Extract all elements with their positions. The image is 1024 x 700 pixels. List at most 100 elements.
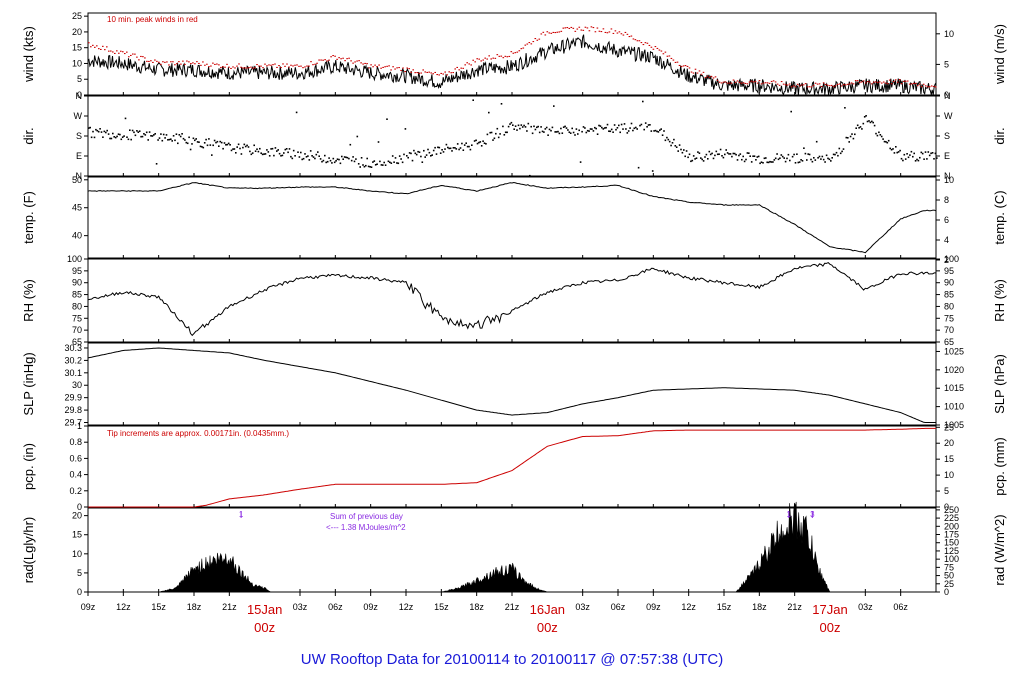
dir-point bbox=[839, 152, 842, 155]
peak-wind-mark bbox=[150, 60, 152, 62]
x-tick-label: 09z bbox=[81, 602, 96, 612]
peak-wind-mark bbox=[502, 57, 505, 59]
peak-wind-mark bbox=[700, 73, 703, 75]
dir-point bbox=[517, 124, 520, 127]
dir-point bbox=[749, 155, 751, 157]
dir-point bbox=[321, 160, 323, 163]
dir-point bbox=[728, 153, 730, 155]
dir-point bbox=[837, 154, 839, 157]
peak-wind-mark bbox=[672, 59, 675, 61]
dir-point bbox=[646, 126, 648, 128]
y-tick-label-right: 25 bbox=[944, 579, 954, 589]
y-tick-label: 20 bbox=[72, 511, 82, 521]
dir-point bbox=[497, 136, 500, 139]
x-tick-label: 06z bbox=[611, 602, 626, 612]
y-axis-title: rad(Lgly/hr) bbox=[21, 517, 36, 583]
peak-wind-mark bbox=[808, 86, 811, 88]
peak-wind-mark bbox=[136, 56, 138, 58]
peak-wind-mark bbox=[162, 61, 164, 63]
peak-wind-mark bbox=[482, 59, 484, 61]
dir-point bbox=[625, 128, 627, 130]
y-tick-label: 29.9 bbox=[64, 393, 82, 403]
y-axis-title: RH (%) bbox=[21, 279, 36, 322]
y-axis-title-right: dir. bbox=[992, 127, 1007, 144]
peak-wind-mark bbox=[336, 58, 338, 60]
y-tick-label: 40 bbox=[72, 231, 82, 241]
dir-point bbox=[130, 138, 132, 141]
peak-wind-mark bbox=[338, 57, 340, 59]
y-tick-label-right: 0 bbox=[944, 502, 949, 512]
dir-point bbox=[219, 140, 221, 143]
peak-wind-mark bbox=[874, 81, 877, 83]
dir-point bbox=[814, 159, 817, 161]
peak-wind-mark bbox=[292, 65, 294, 67]
peak-wind-mark bbox=[764, 82, 767, 84]
dir-point bbox=[496, 127, 499, 130]
dir-point bbox=[174, 139, 176, 142]
peak-wind-mark bbox=[896, 81, 899, 83]
dir-point bbox=[550, 129, 552, 132]
dir-point bbox=[178, 134, 181, 136]
y-tick-label-right: 20 bbox=[944, 438, 954, 448]
dir-point bbox=[107, 133, 110, 135]
y-tick-label-right: 1005 bbox=[944, 420, 964, 430]
dir-point bbox=[820, 158, 822, 160]
dir-point bbox=[746, 152, 749, 154]
dir-point bbox=[743, 160, 746, 163]
peak-wind-mark bbox=[238, 63, 240, 65]
peak-wind-mark bbox=[372, 66, 374, 68]
dir-point bbox=[772, 161, 774, 163]
x-tick-label: 15z bbox=[151, 602, 166, 612]
dir-point bbox=[690, 160, 692, 163]
dir-point bbox=[770, 161, 773, 163]
dir-point bbox=[868, 120, 870, 122]
dir-point bbox=[670, 144, 672, 147]
dir-point bbox=[448, 147, 450, 150]
peak-wind-mark bbox=[584, 26, 587, 28]
peak-wind-mark bbox=[708, 76, 711, 78]
dir-point bbox=[733, 152, 736, 155]
dir-point bbox=[284, 148, 287, 151]
dir-point bbox=[226, 143, 229, 146]
dir-point bbox=[594, 126, 596, 129]
peak-wind-mark bbox=[396, 67, 398, 69]
dir-point bbox=[547, 134, 549, 136]
peak-wind-mark bbox=[678, 64, 681, 66]
dir-point bbox=[322, 159, 325, 162]
peak-wind-mark bbox=[446, 74, 448, 76]
peak-wind-mark bbox=[924, 85, 927, 87]
peak-wind-mark bbox=[646, 42, 649, 44]
dir-point bbox=[585, 131, 588, 134]
dir-point bbox=[346, 156, 349, 159]
y-tick-label: 85 bbox=[72, 290, 82, 300]
peak-wind-mark bbox=[844, 84, 847, 86]
peak-wind-mark bbox=[240, 66, 242, 68]
dir-point bbox=[596, 133, 599, 135]
dir-point bbox=[793, 153, 795, 156]
dir-point bbox=[421, 161, 424, 163]
peak-wind-mark bbox=[264, 63, 266, 65]
dir-point bbox=[123, 135, 125, 137]
dir-point bbox=[588, 130, 590, 132]
peak-wind-mark bbox=[802, 84, 805, 86]
peak-wind-mark bbox=[512, 52, 515, 54]
y-tick-label-right: 10 bbox=[944, 470, 954, 480]
y-tick-label-right: 95 bbox=[944, 266, 954, 276]
dir-point bbox=[134, 134, 137, 137]
dir-point bbox=[305, 156, 308, 158]
peak-wind-mark bbox=[186, 60, 188, 62]
dir-point bbox=[88, 127, 90, 129]
y-tick-label-right: 175 bbox=[944, 530, 959, 540]
x-tick-label: 15z bbox=[717, 602, 732, 612]
peak-wind-mark bbox=[184, 63, 186, 65]
peak-wind-mark bbox=[466, 62, 468, 64]
dir-point bbox=[781, 155, 784, 158]
peak-wind-mark bbox=[880, 82, 883, 84]
y-tick-label: 0.4 bbox=[69, 470, 82, 480]
peak-wind-mark bbox=[284, 65, 286, 67]
dir-point bbox=[653, 130, 655, 132]
dir-point bbox=[810, 158, 812, 161]
peak-wind-mark bbox=[626, 33, 629, 35]
peak-wind-mark bbox=[400, 69, 402, 71]
dir-point bbox=[99, 128, 101, 130]
